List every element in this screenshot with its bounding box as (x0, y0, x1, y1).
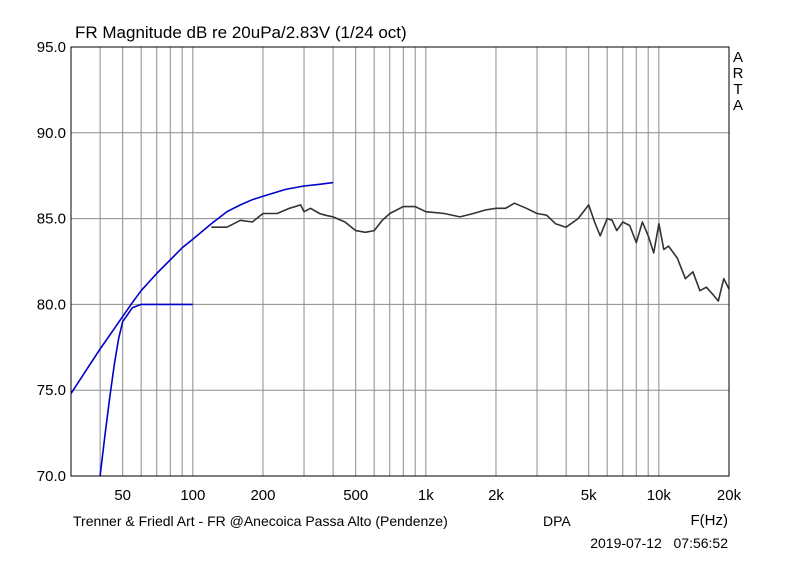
timestamp-text: 2019-07-12 07:56:52 (590, 535, 728, 551)
y-tick-label: 75.0 (37, 382, 66, 399)
y-tick-label: 85.0 (37, 211, 66, 228)
y-tick-label: 95.0 (37, 39, 66, 56)
side-label-letter: A (733, 49, 743, 66)
side-label-letter: A (733, 97, 743, 114)
plot-frame (70, 46, 730, 477)
tick-labels: 50 100 200 500 1k 2k 5k 10k 20k 70.0 75.0 80.0 85.0 9… (37, 39, 742, 504)
x-tick-label: 100 (180, 487, 205, 504)
footer-left-text: Trenner & Friedl Art - FR @Anecoica Pass… (73, 513, 448, 529)
series-line-2 (70, 181, 334, 395)
y-tick-label: 90.0 (37, 125, 66, 142)
footer-mid-text: DPA (543, 513, 571, 529)
side-label-letter: R (733, 65, 744, 82)
series-line-3 (99, 303, 193, 477)
grid-lines (71, 47, 729, 476)
x-tick-label: 50 (114, 487, 131, 504)
x-tick-label: 10k (647, 487, 672, 504)
side-label-letter: T (733, 81, 742, 98)
y-tick-label: 70.0 (37, 468, 66, 485)
x-tick-label: 500 (343, 487, 368, 504)
x-tick-label: 5k (581, 487, 597, 504)
y-tick-label: 80.0 (37, 296, 66, 313)
x-tick-label: 200 (250, 487, 275, 504)
series-line-1 (211, 202, 730, 302)
series-layer (70, 181, 730, 477)
chart-title: FR Magnitude dB re 20uPa/2.83V (1/24 oct… (75, 23, 407, 42)
x-tick-label: 1k (418, 487, 434, 504)
x-axis-label: F(Hz) (691, 512, 729, 529)
x-tick-label: 2k (488, 487, 504, 504)
x-tick-label: 20k (717, 487, 742, 504)
